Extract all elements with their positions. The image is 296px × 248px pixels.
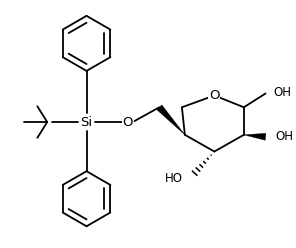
Text: OH: OH: [275, 130, 293, 143]
Polygon shape: [157, 105, 185, 135]
Text: HO: HO: [165, 172, 183, 185]
Text: OH: OH: [274, 86, 291, 99]
Text: O: O: [209, 89, 220, 102]
Text: Si: Si: [81, 116, 93, 128]
Text: O: O: [123, 116, 133, 128]
Polygon shape: [244, 133, 266, 140]
